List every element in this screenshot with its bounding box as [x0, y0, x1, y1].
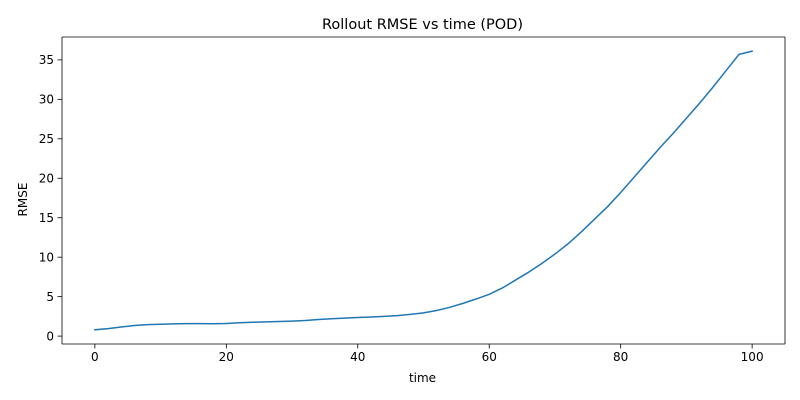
x-tick-label: 0	[91, 350, 99, 364]
y-tick-label: 15	[39, 211, 54, 225]
x-tick-label: 80	[613, 350, 628, 364]
plot-area: 0 20 40 60 80 100 0 5 10 15 20 25 30 35	[39, 36, 786, 364]
y-tick-label: 20	[39, 172, 54, 186]
y-tick-label: 5	[46, 290, 54, 304]
x-tick-label: 100	[741, 350, 764, 364]
y-tick-label: 0	[46, 329, 54, 343]
y-tick-label: 35	[39, 53, 54, 67]
x-tick-label: 40	[350, 350, 365, 364]
y-tick-label: 25	[39, 132, 54, 146]
series-line-rmse	[94, 50, 754, 331]
y-axis-label: RMSE	[16, 183, 30, 217]
x-tick-label: 20	[219, 350, 234, 364]
chart-title: Rollout RMSE vs time (POD)	[322, 17, 523, 33]
y-tick-label: 30	[39, 93, 54, 107]
y-tick-label: 10	[39, 250, 54, 264]
x-tick-label: 60	[482, 350, 497, 364]
x-axis-label: time	[409, 371, 436, 385]
